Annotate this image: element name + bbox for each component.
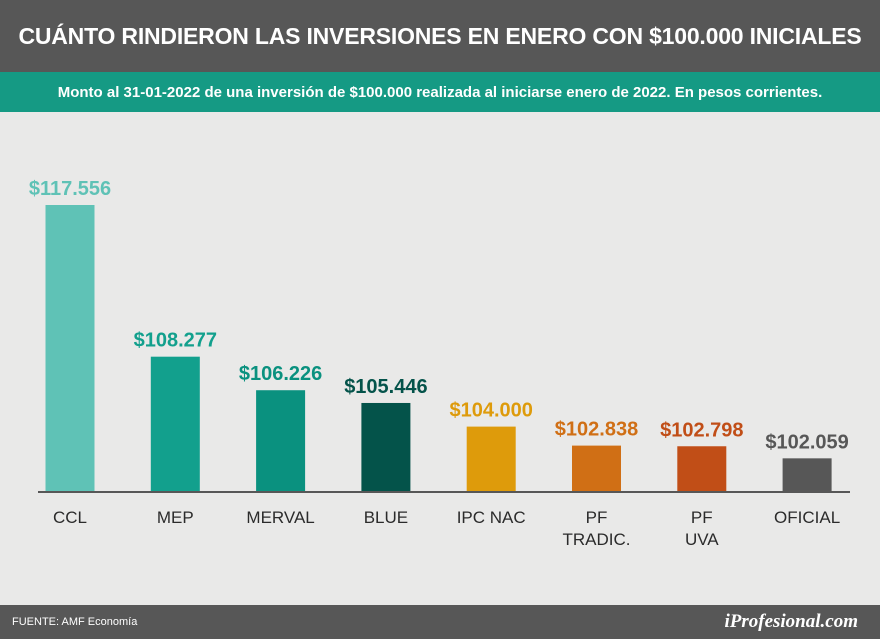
source-note: FUENTE: AMF Economía	[12, 616, 138, 628]
value-label-0: $117.556	[29, 178, 111, 200]
chart-subtitle: Monto al 31-01-2022 de una inversión de …	[0, 72, 880, 112]
bar-2	[256, 390, 306, 492]
bar-chart-svg: $117.556 CCL $108.277 MEP $106.226 MERVAL $105…	[29, 178, 850, 549]
category-label-5-0: PF	[586, 508, 608, 527]
category-label-6-0: PF	[691, 508, 713, 527]
bar-6	[677, 446, 727, 492]
category-label-3: BLUE	[364, 508, 408, 527]
value-label-3: $105.446	[344, 376, 427, 398]
bar-3	[361, 402, 411, 492]
category-label-5-1: TRADIC.	[563, 530, 631, 549]
bar-1	[150, 356, 200, 492]
value-label-6: $102.798	[660, 419, 743, 441]
value-label-5: $102.838	[555, 419, 638, 441]
category-label-2: MERVAL	[246, 508, 314, 527]
category-label-4: IPC NAC	[457, 508, 526, 527]
value-label-4: $104.000	[449, 400, 532, 422]
chart-title: CUÁNTO RINDIERON LAS INVERSIONES EN ENER…	[0, 0, 880, 72]
value-label-1: $108.277	[134, 330, 217, 352]
bar-chart: $117.556 CCL $108.277 MEP $106.226 MERVAL $105…	[0, 112, 880, 605]
category-label-7: OFICIAL	[774, 508, 840, 527]
value-label-2: $106.226	[239, 363, 322, 385]
category-label-0: CCL	[53, 508, 87, 527]
footer: FUENTE: AMF Economía iProfesional.com	[0, 605, 880, 639]
value-label-7: $102.059	[765, 431, 848, 453]
category-label-6-1: UVA	[685, 530, 719, 549]
category-label-1: MEP	[157, 508, 194, 527]
brand-logo: iProfesional.com	[724, 611, 858, 632]
bar-7	[782, 458, 832, 492]
bar-4	[466, 426, 516, 492]
bar-5	[572, 445, 621, 492]
bar-0	[45, 205, 95, 492]
